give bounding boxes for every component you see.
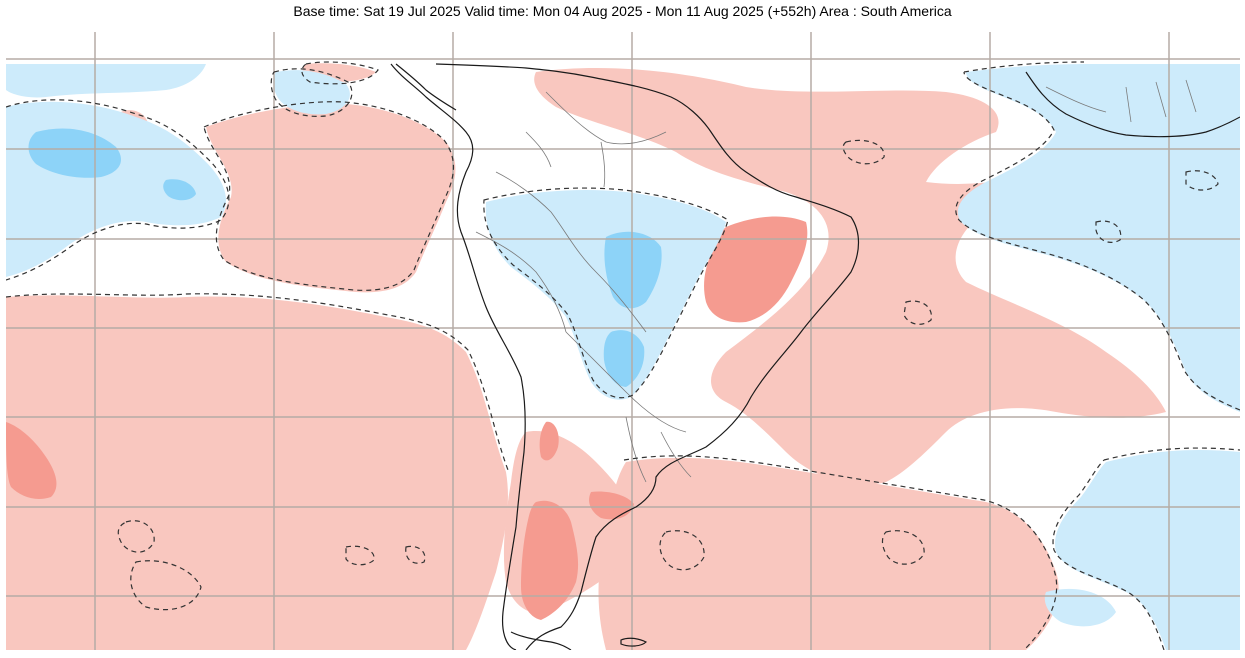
- anomaly-contour: [903, 300, 933, 325]
- anomaly-contour: [1095, 220, 1122, 243]
- anomaly-contour: [842, 139, 885, 165]
- coastlines: [390, 63, 1240, 650]
- anomaly-contour: [117, 520, 155, 553]
- country-border: [565, 331, 687, 433]
- anomaly-contour: [203, 101, 455, 291]
- negative-anomaly-region: [485, 190, 726, 400]
- strong-positive-anomaly-region: [589, 491, 634, 520]
- negative-anomaly-region: [1055, 450, 1240, 650]
- strong-positive-anomaly-region: [521, 500, 579, 620]
- country-borders: [475, 79, 1197, 483]
- anomaly-contour: [6, 293, 509, 471]
- anomaly-contour: [483, 187, 729, 399]
- anomaly-contours: [6, 61, 1240, 650]
- country-border: [495, 171, 647, 333]
- anomaly-contour: [6, 99, 230, 281]
- anomaly-contour: [301, 61, 379, 85]
- map-grid: [6, 32, 1240, 650]
- country-border: [600, 141, 606, 188]
- anomaly-contour: [345, 545, 375, 566]
- strong-positive-anomaly-region: [6, 422, 57, 499]
- falkland-coastline: [620, 637, 648, 647]
- anomaly-contour: [623, 455, 1058, 650]
- positive-anomaly-region: [598, 457, 1059, 650]
- strong-negative-anomaly-region: [604, 231, 662, 309]
- map-panel: [6, 32, 1240, 650]
- positive-anomaly-region: [206, 103, 456, 293]
- anomaly-map: [6, 32, 1240, 650]
- positive-anomaly-region: [534, 67, 1166, 485]
- anomaly-contour: [405, 545, 426, 564]
- anomaly-contour: [881, 530, 925, 565]
- negative-anomaly-region: [273, 70, 350, 115]
- positive-anomaly-region: [6, 295, 508, 650]
- country-border: [545, 91, 667, 145]
- country-border: [1045, 79, 1197, 123]
- strong-positive-anomaly-region: [539, 421, 559, 461]
- strong-negative-anomaly-layer: [28, 128, 662, 387]
- country-border: [660, 431, 692, 478]
- strong-positive-anomaly-region: [704, 216, 808, 323]
- strong-positive-anomaly-layer: [6, 216, 808, 620]
- central-america-coastline: [395, 63, 457, 111]
- anomaly-contour: [659, 530, 705, 571]
- africa-coastline: [1025, 71, 1240, 138]
- map-title: Base time: Sat 19 Jul 2025 Valid time: M…: [293, 3, 952, 19]
- negative-anomaly-region: [6, 64, 206, 98]
- anomaly-contour: [955, 61, 1240, 411]
- country-border: [525, 131, 552, 168]
- south-america-coastline: [390, 63, 860, 650]
- strong-negative-anomaly-region: [28, 128, 121, 178]
- tierra-del-fuego-coastline: [510, 631, 572, 650]
- anomaly-contour: [130, 560, 202, 611]
- strong-negative-anomaly-region: [163, 179, 196, 201]
- anomaly-contour: [270, 68, 353, 117]
- anomaly-contour: [1185, 170, 1219, 191]
- negative-anomaly-region: [1044, 588, 1116, 627]
- positive-anomaly-layer: [6, 63, 1210, 650]
- anomaly-contour: [1052, 447, 1240, 650]
- country-border: [625, 416, 647, 483]
- country-border: [475, 231, 567, 333]
- strong-negative-anomaly-region: [603, 330, 645, 387]
